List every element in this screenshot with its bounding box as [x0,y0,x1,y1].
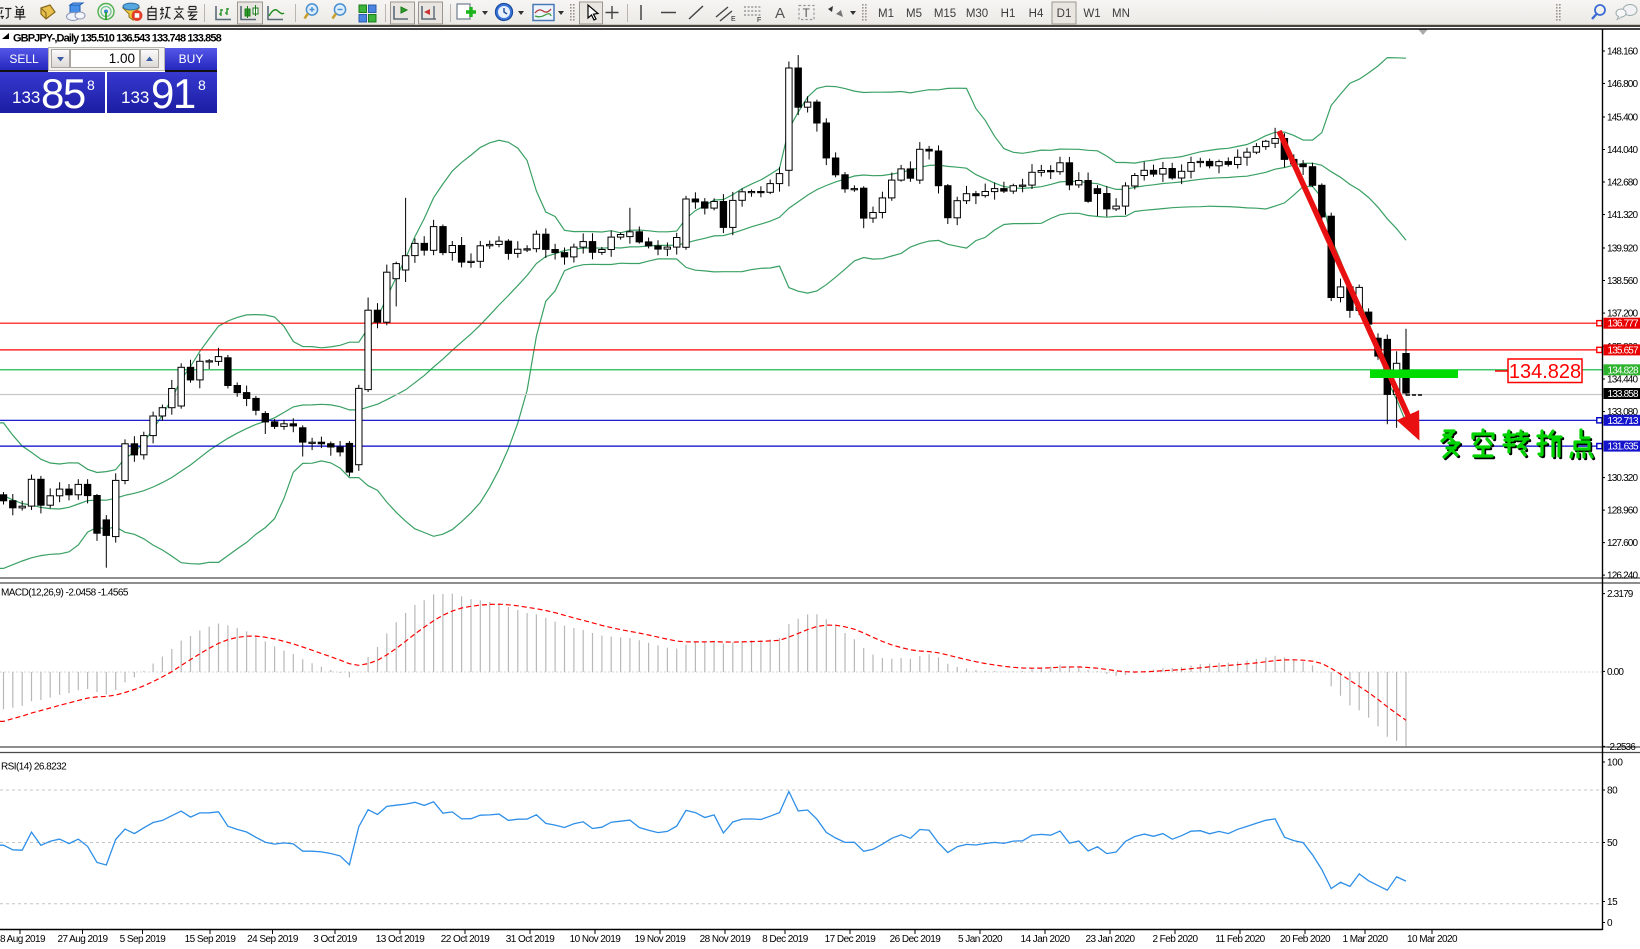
svg-text:20 Feb 2020: 20 Feb 2020 [1280,934,1331,945]
svg-text:11 Feb 2020: 11 Feb 2020 [1215,934,1265,945]
svg-text:137.200: 137.200 [1607,309,1638,320]
svg-text:H1: H1 [1001,8,1016,20]
svg-text:17 Dec 2019: 17 Dec 2019 [825,934,877,945]
svg-text:134.440: 134.440 [1607,375,1638,386]
svg-text:132.713: 132.713 [1608,416,1639,427]
svg-text:31 Oct 2019: 31 Oct 2019 [506,934,555,945]
svg-text:MN: MN [1112,8,1130,20]
svg-text:80: 80 [1607,786,1618,797]
svg-text:126.240: 126.240 [1607,571,1638,582]
svg-text:H4: H4 [1029,8,1044,20]
svg-text:F: F [757,17,761,24]
svg-text:M30: M30 [966,8,988,20]
svg-text:2.3179: 2.3179 [1607,589,1634,600]
svg-text:146.800: 146.800 [1607,79,1638,90]
svg-text:D1: D1 [1057,8,1072,20]
svg-text:133.080: 133.080 [1607,407,1638,418]
svg-text:148.160: 148.160 [1607,47,1638,58]
svg-text:141.320: 141.320 [1607,210,1638,221]
svg-text:1 Mar 2020: 1 Mar 2020 [1342,934,1388,945]
svg-text:14 Jan 2020: 14 Jan 2020 [1021,934,1071,945]
svg-text:100: 100 [1607,758,1623,769]
svg-text:T: T [803,6,811,20]
svg-text:M1: M1 [878,8,894,20]
svg-text:26 Dec 2019: 26 Dec 2019 [890,934,942,945]
svg-text:15 Sep 2019: 15 Sep 2019 [185,934,237,945]
svg-text:8 Dec 2019: 8 Dec 2019 [762,934,809,945]
svg-text:131.635: 131.635 [1608,442,1639,453]
svg-text:10 Mar 2020: 10 Mar 2020 [1407,934,1458,945]
svg-text:24 Sep 2019: 24 Sep 2019 [247,934,299,945]
svg-text:130.320: 130.320 [1607,473,1638,484]
svg-text:145.400: 145.400 [1607,113,1638,124]
svg-text:138.560: 138.560 [1607,276,1638,287]
svg-text:10 Nov 2019: 10 Nov 2019 [570,934,622,945]
svg-text:134.828: 134.828 [1608,365,1639,376]
svg-text:133.858: 133.858 [1608,389,1639,400]
svg-text:23 Jan 2020: 23 Jan 2020 [1086,934,1136,945]
svg-text:28 Nov 2019: 28 Nov 2019 [700,934,752,945]
svg-text:-2.2536: -2.2536 [1607,742,1636,753]
svg-text:GBPJPY-,Daily 135.510 136.543: GBPJPY-,Daily 135.510 136.543 133.748 13… [13,33,222,45]
svg-text:13 Oct 2019: 13 Oct 2019 [376,934,425,945]
svg-text:135.657: 135.657 [1608,345,1639,356]
svg-text:19 Nov 2019: 19 Nov 2019 [635,934,687,945]
svg-text:134.828: 134.828 [1509,361,1581,383]
svg-text:139.920: 139.920 [1607,244,1638,255]
svg-text:RSI(14) 26.8232: RSI(14) 26.8232 [1,762,67,773]
svg-text:0.00: 0.00 [1607,667,1624,678]
svg-text:M5: M5 [906,8,922,20]
svg-text:0: 0 [1607,918,1613,929]
svg-text:W1: W1 [1083,8,1100,20]
svg-text:18 Aug 2019: 18 Aug 2019 [0,934,46,945]
svg-text:50: 50 [1607,838,1618,849]
svg-text:5 Sep 2019: 5 Sep 2019 [120,934,167,945]
svg-text:142.680: 142.680 [1607,178,1638,189]
svg-text:22 Oct 2019: 22 Oct 2019 [441,934,490,945]
svg-text:136.777: 136.777 [1608,319,1639,330]
svg-text:2 Feb 2020: 2 Feb 2020 [1152,934,1198,945]
svg-text:3 Oct 2019: 3 Oct 2019 [313,934,357,945]
svg-text:M15: M15 [934,8,956,20]
svg-text:127.600: 127.600 [1607,538,1638,549]
svg-text:MACD(12,26,9) -2.0458 -1.4565: MACD(12,26,9) -2.0458 -1.4565 [1,588,129,599]
svg-text:27 Aug 2019: 27 Aug 2019 [57,934,108,945]
svg-text:5 Jan 2020: 5 Jan 2020 [958,934,1003,945]
svg-text:15: 15 [1607,897,1618,908]
svg-text:A: A [775,5,785,22]
svg-text:144.040: 144.040 [1607,145,1638,156]
svg-text:E: E [731,16,736,23]
svg-text:128.960: 128.960 [1607,506,1638,517]
